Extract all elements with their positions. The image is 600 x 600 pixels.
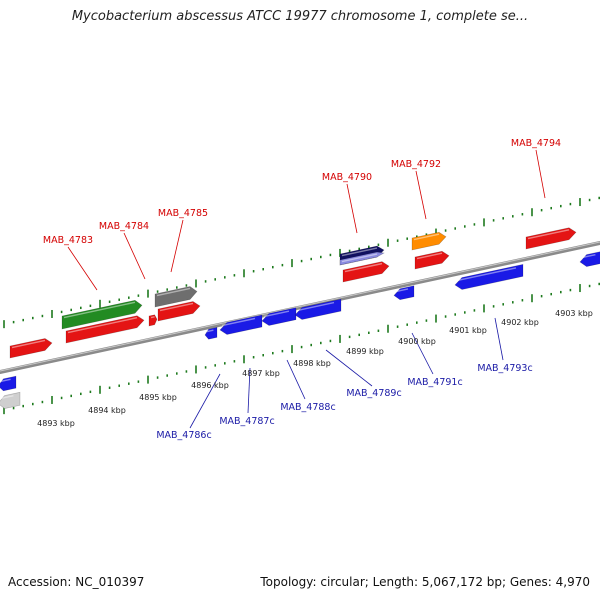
reverse-gene-label[interactable]: MAB_4791c	[407, 377, 462, 388]
reverse-leader-line	[325, 349, 373, 387]
gene-feature-forward[interactable]	[65, 315, 145, 344]
kbp-scale-label: 4897 kbp	[242, 369, 280, 378]
gene-feature-pseudo[interactable]	[154, 286, 198, 308]
reverse-leader-line	[247, 367, 251, 414]
forward-gene-label[interactable]: MAB_4794	[511, 138, 561, 149]
reverse-gene-label[interactable]: MAB_4789c	[346, 388, 401, 399]
forward-gene-label[interactable]: MAB_4785	[158, 208, 208, 219]
gene-feature-reverse[interactable]	[579, 251, 600, 267]
genome-summary: Topology: circular; Length: 5,067,172 bp…	[260, 575, 590, 589]
chromosome-backbone-highlight	[0, 241, 600, 372]
gene-labels: MAB_4783 MAB_4784 MAB_4785 MAB_4790 MAB_4792…	[43, 138, 561, 441]
gene-feature-reverse[interactable]	[204, 327, 218, 340]
kbp-scale-label: 4903 kbp	[555, 309, 593, 318]
forward-tick-track	[3, 196, 600, 329]
gene-feature-rna[interactable]	[61, 299, 143, 330]
kbp-scale-label: 4901 kbp	[449, 326, 487, 335]
kbp-scale-label: 4898 kbp	[293, 359, 331, 368]
gene-feature-forward[interactable]	[157, 301, 201, 322]
kbp-scale-labels: 4893 kbp 4894 kbp 4895 kbp 4896 kbp 4897 kbp…	[37, 309, 593, 428]
reverse-tick-track	[3, 282, 600, 415]
gene-feature-forward[interactable]	[525, 227, 577, 250]
reverse-gene-label[interactable]: MAB_4788c	[280, 402, 335, 413]
gene-feature-forward[interactable]	[148, 314, 158, 327]
gene-feature-other[interactable]	[339, 251, 385, 266]
forward-leader-line	[346, 183, 358, 234]
reverse-leader-line	[411, 332, 434, 375]
label-leaders	[67, 149, 546, 429]
gene-features	[0, 227, 600, 409]
gene-feature-reverse[interactable]	[261, 307, 297, 326]
forward-leader-line	[535, 149, 546, 199]
gene-feature-reverse[interactable]	[393, 285, 415, 301]
gene-feature-reverse[interactable]	[219, 314, 263, 335]
kbp-scale-label: 4902 kbp	[501, 318, 539, 327]
kbp-scale-label: 4896 kbp	[191, 381, 229, 390]
kbp-scale-label: 4893 kbp	[37, 419, 75, 428]
reverse-gene-label[interactable]: MAB_4787c	[219, 416, 274, 427]
gene-feature-forward[interactable]	[414, 250, 450, 270]
kbp-scale-label: 4895 kbp	[139, 393, 177, 402]
reverse-gene-label[interactable]: MAB_4786c	[156, 430, 211, 441]
forward-leader-line	[170, 219, 184, 273]
forward-gene-label[interactable]: MAB_4783	[43, 235, 93, 246]
gene-feature-reverse[interactable]	[454, 264, 524, 290]
forward-leader-line	[415, 170, 427, 220]
kbp-scale-label: 4899 kbp	[346, 347, 384, 356]
chromosome-backbone	[0, 241, 600, 374]
reverse-gene-label[interactable]: MAB_4793c	[477, 363, 532, 374]
reverse-leader-line	[189, 373, 221, 429]
gene-feature-forward[interactable]	[9, 338, 53, 359]
reverse-leader-line	[494, 317, 504, 361]
gene-feature-forward[interactable]	[342, 261, 390, 283]
kbp-scale-label: 4894 kbp	[88, 406, 126, 415]
forward-gene-label[interactable]: MAB_4792	[391, 159, 441, 170]
gene-feature-misc[interactable]	[411, 231, 447, 251]
reverse-leader-line	[286, 359, 306, 400]
gene-feature-reverse[interactable]	[0, 375, 17, 392]
forward-leader-line	[123, 232, 146, 280]
gene-feature-other[interactable]	[0, 391, 21, 409]
forward-gene-label[interactable]: MAB_4790	[322, 172, 372, 183]
forward-leader-line	[67, 246, 98, 291]
forward-gene-label[interactable]: MAB_4784	[99, 221, 149, 232]
kbp-scale-label: 4900 kbp	[398, 337, 436, 346]
gene-feature-reverse[interactable]	[294, 298, 342, 320]
map-title: Mycobacterium abscessus ATCC 19977 chrom…	[71, 9, 529, 24]
accession-label: Accession: NC_010397	[8, 575, 145, 589]
